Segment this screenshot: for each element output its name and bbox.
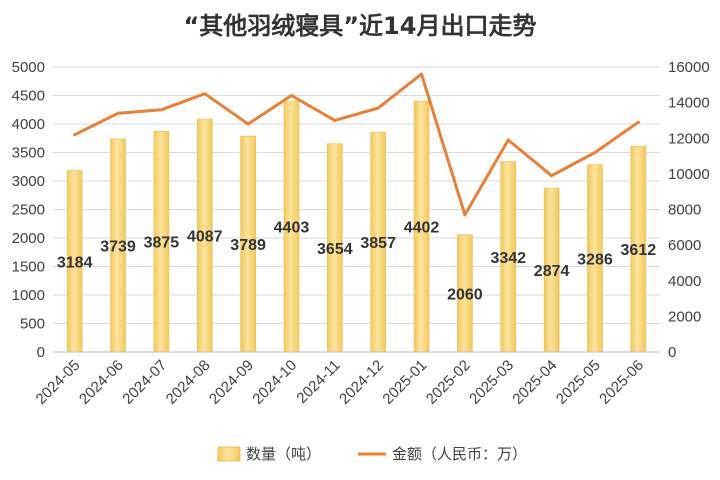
x-tick-label: 2025-04 bbox=[509, 357, 560, 408]
line-point bbox=[636, 120, 640, 124]
bar-data-label: 3286 bbox=[577, 251, 613, 268]
right-tick-label: 2000 bbox=[668, 308, 701, 325]
line-point bbox=[203, 92, 207, 96]
line-point bbox=[333, 118, 337, 122]
bar-data-label: 3184 bbox=[57, 254, 93, 271]
right-tick-label: 8000 bbox=[668, 202, 701, 219]
bar-data-label: 3612 bbox=[621, 242, 657, 259]
right-tick-label: 0 bbox=[668, 344, 676, 361]
line-series bbox=[73, 72, 640, 217]
line-point bbox=[73, 133, 77, 137]
line-point bbox=[376, 106, 380, 110]
right-axis: 0 2000 4000 6000 8000 10000 12000 14000 16000 bbox=[668, 59, 710, 361]
x-tick-label: 2025-03 bbox=[466, 357, 517, 408]
data-labels: 3184 3739 3875 4087 3789 4403 3654 3857 4402 2060… bbox=[57, 220, 656, 304]
bar-data-label: 2060 bbox=[447, 286, 483, 303]
x-tick-label: 2025-01 bbox=[379, 357, 430, 408]
bar-data-label: 2874 bbox=[534, 263, 570, 280]
x-tick-label: 2024-10 bbox=[249, 357, 300, 408]
x-tick-label: 2024-08 bbox=[163, 357, 214, 408]
bar-data-label: 4087 bbox=[187, 229, 223, 246]
left-tick-label: 0 bbox=[37, 344, 45, 361]
bar-data-label: 4402 bbox=[404, 220, 440, 237]
left-tick-label: 3000 bbox=[12, 173, 45, 190]
bar-data-label: 3739 bbox=[100, 238, 136, 255]
line-point bbox=[246, 122, 250, 126]
left-tick-label: 500 bbox=[20, 316, 45, 333]
x-tick-label: 2024-06 bbox=[76, 357, 127, 408]
line-point bbox=[116, 111, 120, 115]
left-tick-label: 5000 bbox=[12, 59, 45, 76]
line-point bbox=[420, 72, 424, 76]
left-tick-label: 4000 bbox=[12, 116, 45, 133]
bar-data-label: 3875 bbox=[144, 235, 180, 252]
right-tick-label: 16000 bbox=[668, 59, 710, 76]
left-tick-label: 4500 bbox=[12, 88, 45, 105]
line-point bbox=[593, 151, 597, 154]
right-tick-label: 12000 bbox=[668, 130, 710, 147]
line-point bbox=[463, 213, 467, 217]
x-tick-label: 2025-02 bbox=[423, 357, 474, 408]
bar-data-label: 3342 bbox=[490, 250, 526, 267]
x-axis: 2024-052024-062024-072024-082024-092024-… bbox=[33, 351, 660, 408]
left-tick-label: 2000 bbox=[12, 230, 45, 247]
right-tick-label: 4000 bbox=[668, 273, 701, 290]
left-tick-label: 1000 bbox=[12, 287, 45, 304]
x-tick-label: 2024-05 bbox=[33, 357, 84, 408]
line-point bbox=[550, 174, 554, 178]
legend-bar-label: 数量（吨） bbox=[246, 445, 321, 463]
amount-line bbox=[73, 72, 640, 217]
right-tick-label: 6000 bbox=[668, 237, 701, 254]
bar-data-label: 3654 bbox=[317, 241, 353, 258]
legend-bar-swatch bbox=[217, 446, 241, 462]
line-point bbox=[289, 94, 293, 97]
left-tick-label: 3500 bbox=[12, 145, 45, 162]
right-tick-label: 10000 bbox=[668, 166, 710, 183]
right-tick-label: 14000 bbox=[668, 95, 710, 112]
line-point bbox=[159, 108, 163, 112]
line-point bbox=[506, 138, 510, 142]
x-tick-label: 2024-09 bbox=[206, 357, 257, 408]
left-axis: 0 500 1000 1500 2000 2500 3000 3500 4000 4500 5000 bbox=[12, 59, 45, 361]
bar-data-label: 4403 bbox=[274, 220, 310, 237]
left-tick-label: 2500 bbox=[12, 202, 45, 219]
left-tick-label: 1500 bbox=[12, 259, 45, 276]
bar-data-label: 3789 bbox=[230, 237, 266, 254]
x-tick-label: 2024-12 bbox=[336, 357, 387, 408]
legend: 数量（吨） 金额（人民币：万） bbox=[217, 445, 527, 463]
chart-title: “其他羽绒寝具”近14月出口走势 bbox=[184, 12, 537, 40]
x-tick-label: 2024-07 bbox=[119, 357, 170, 408]
bar-data-label: 3857 bbox=[360, 235, 396, 252]
bar-series bbox=[66, 100, 647, 353]
x-tick-label: 2025-06 bbox=[596, 357, 647, 408]
x-tick-label: 2025-05 bbox=[553, 357, 604, 408]
legend-line-label: 金额（人民币：万） bbox=[392, 445, 527, 463]
x-tick-label: 2024-11 bbox=[293, 357, 343, 407]
